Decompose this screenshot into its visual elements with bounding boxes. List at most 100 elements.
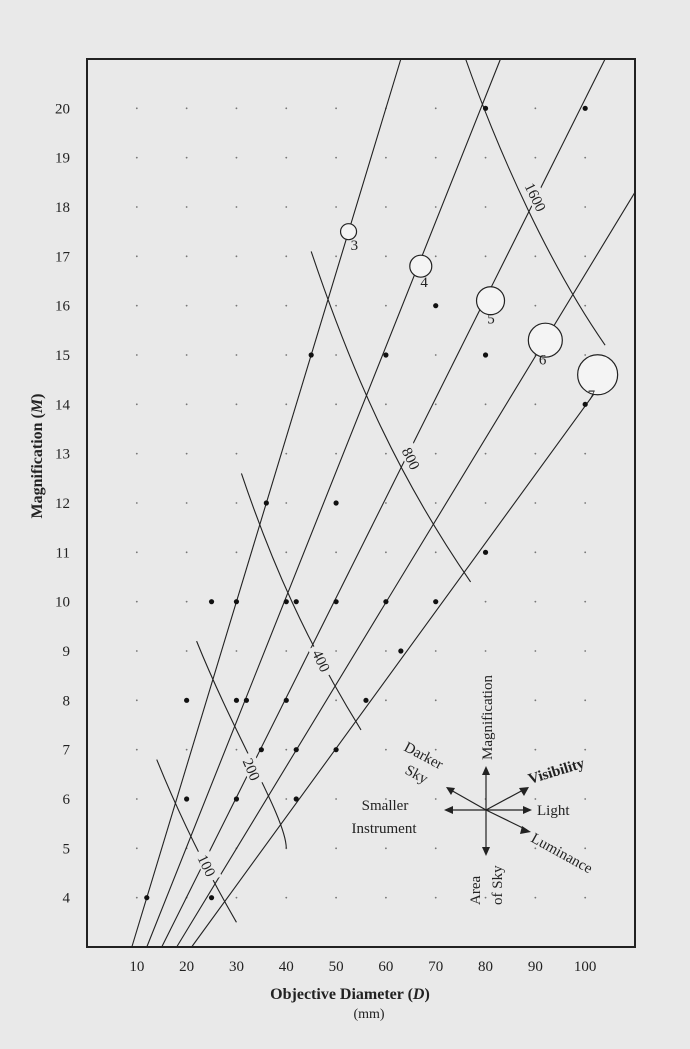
grid-dot	[335, 896, 337, 899]
grid-dot	[385, 156, 387, 159]
grid-dot	[534, 847, 537, 850]
grid-dot	[285, 650, 288, 652]
data-point	[293, 747, 299, 753]
data-point	[333, 500, 339, 506]
area-label-bg	[522, 178, 551, 215]
grid-dot	[135, 600, 138, 603]
y-tick-label: 18	[55, 200, 70, 216]
data-point	[208, 599, 215, 605]
grid-dot	[584, 748, 587, 751]
data-point	[208, 895, 215, 901]
data-point	[582, 105, 588, 111]
grid-dot	[534, 502, 537, 504]
grid-dot	[135, 403, 138, 406]
magnitude-line	[176, 191, 636, 948]
grid-dot	[235, 650, 238, 652]
magnitude-marker	[475, 286, 506, 316]
grid-dot	[285, 206, 288, 208]
area-curve	[240, 473, 362, 731]
x-tick-label: 100	[574, 959, 597, 975]
y-axis-label: Magnification (M)	[29, 394, 46, 519]
grid-dot	[235, 896, 238, 899]
grid-dot	[484, 896, 487, 899]
grid-dot	[335, 551, 337, 554]
data-point	[582, 401, 588, 407]
grid-dot	[135, 798, 138, 800]
y-tick-label: 6	[63, 792, 71, 808]
grid-dot	[335, 206, 337, 208]
data-point	[293, 796, 299, 802]
grid-dot	[135, 354, 138, 356]
grid-dot	[335, 255, 337, 258]
grid-dots	[135, 107, 587, 899]
grid-dot	[434, 403, 437, 406]
x-tick-label: 50	[329, 959, 344, 975]
grid-dot	[484, 502, 487, 504]
grid-dot	[434, 206, 437, 208]
grid-dot	[584, 551, 587, 554]
grid-dot	[235, 354, 238, 356]
grid-dot	[434, 748, 437, 751]
grid-dot	[434, 107, 437, 110]
data-point	[243, 697, 250, 703]
grid-dot	[335, 107, 337, 110]
compass-left-label: Smaller	[362, 798, 409, 814]
grid-dot	[235, 452, 238, 455]
grid-dot	[185, 403, 188, 406]
compass-left-label-2: Instrument	[352, 821, 418, 837]
grid-dot	[584, 354, 587, 356]
grid-dot	[385, 896, 387, 899]
grid-dot	[434, 502, 437, 504]
data-point	[283, 599, 289, 605]
grid-dot	[434, 452, 437, 455]
grid-dot	[534, 107, 537, 110]
data-point	[184, 697, 190, 703]
grid-dot	[235, 403, 238, 406]
grid-dot	[534, 699, 537, 702]
grid-dot	[584, 156, 587, 159]
grid-dot	[534, 403, 537, 406]
grid-dot	[385, 748, 387, 751]
grid-dot	[584, 206, 587, 208]
grid-dot	[285, 551, 288, 554]
grid-dot	[584, 896, 587, 899]
x-tick-label: 90	[528, 959, 543, 975]
grid-dot	[434, 896, 437, 899]
data-point	[333, 599, 339, 605]
data-point	[482, 105, 489, 111]
grid-dot	[135, 502, 138, 504]
compass-down-label-2: of Sky	[490, 865, 506, 905]
grid-dot	[484, 452, 487, 455]
compass-right-label: Light	[537, 803, 570, 819]
data-point	[482, 352, 489, 358]
grid-dot	[484, 255, 487, 258]
data-point	[184, 796, 190, 802]
grid-dot	[235, 304, 238, 307]
data-point	[144, 895, 150, 901]
grid-dot	[434, 650, 437, 652]
grid-dot	[484, 156, 487, 159]
compass: Magnification Darker Sky Visibility Smal…	[352, 675, 596, 905]
grid-dot	[235, 206, 238, 208]
grid-dot	[335, 403, 337, 406]
grid-dot	[185, 650, 188, 652]
grid-dot	[385, 551, 387, 554]
grid-dot	[235, 748, 238, 751]
grid-dot	[385, 798, 387, 800]
y-tick-label: 16	[55, 299, 71, 315]
data-point	[363, 697, 369, 703]
compass-down-label: Area	[468, 876, 484, 905]
grid-dot	[484, 650, 487, 652]
grid-dot	[135, 748, 138, 751]
grid-dot	[385, 699, 387, 702]
y-tick-label: 14	[55, 397, 71, 413]
grid-dot	[335, 699, 337, 702]
grid-dot	[235, 255, 238, 258]
area-curve	[310, 251, 472, 583]
x-tick-label: 20	[179, 959, 194, 975]
y-tick-label: 15	[55, 348, 70, 364]
grid-dot	[584, 699, 587, 702]
y-tick-label: 13	[55, 447, 70, 463]
data-point	[233, 697, 240, 703]
